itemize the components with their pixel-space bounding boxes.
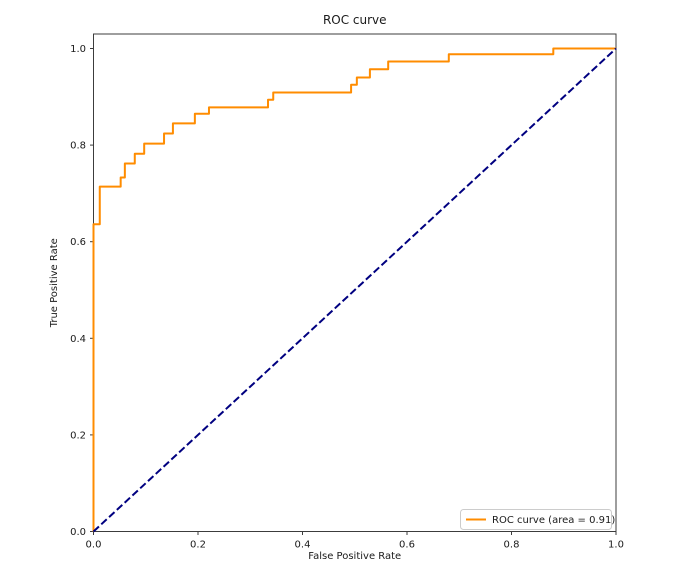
plot-spines: [93, 33, 617, 532]
y-tick-label: 0.4: [70, 334, 86, 345]
legend: ROC curve (area = 0.91): [460, 509, 615, 530]
x-tick-label: 0.8: [504, 540, 520, 551]
y-tick-label: 1.0: [70, 44, 86, 55]
axis-ticks: 0.0 0.2 0.4 0.6 0.8 1.0 0.0 0.2 0.4 0.6 0.8 1.0: [70, 44, 624, 551]
x-tick-label: 0.4: [295, 540, 311, 551]
x-tick-label: 0.0: [86, 540, 102, 551]
legend-roc-label: ROC curve (area = 0.91): [492, 515, 615, 526]
x-tick-label: 0.6: [399, 540, 415, 551]
y-tick-label: 0.2: [70, 430, 86, 441]
y-tick-label: 0.0: [70, 527, 86, 538]
plot-series: [92, 47, 617, 533]
y-axis-label: True Positive Rate: [49, 238, 60, 328]
chance-diagonal-line: [92, 47, 617, 533]
y-tick-label: 0.6: [70, 237, 86, 248]
x-tick-label: 0.2: [190, 540, 206, 551]
x-tick-label: 1.0: [608, 540, 624, 551]
y-tick-label: 0.8: [70, 141, 86, 152]
chart-title: ROC curve: [323, 13, 387, 27]
legend-box: [460, 509, 612, 530]
x-axis-label: False Positive Rate: [308, 551, 401, 562]
roc-curve-line: [92, 47, 616, 532]
